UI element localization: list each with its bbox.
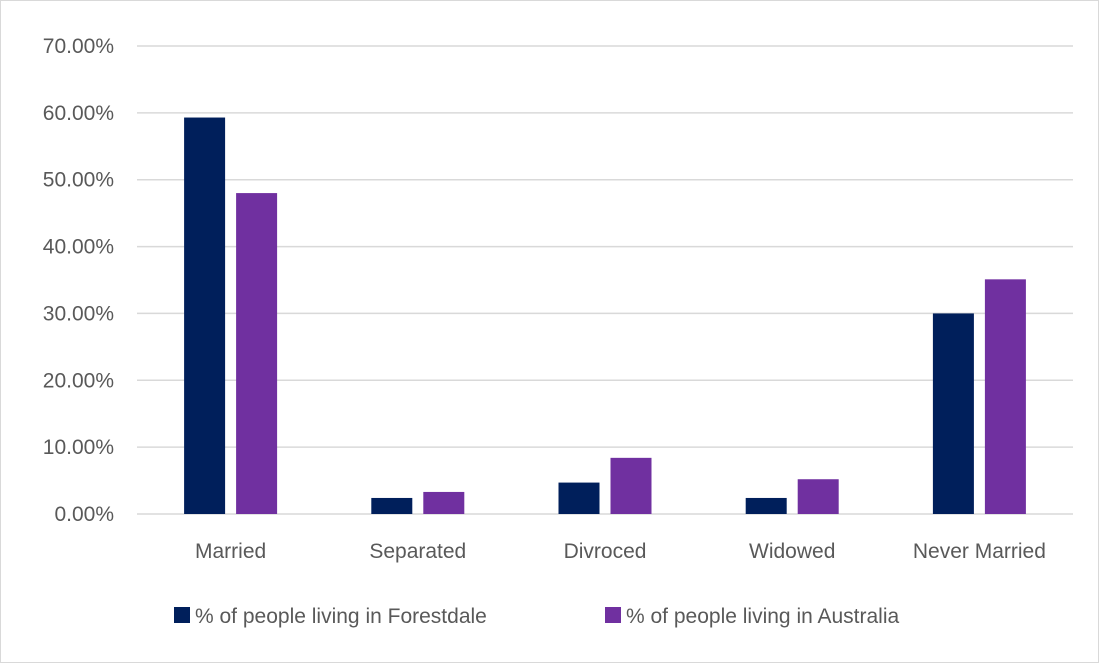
y-tick-label: 50.00%	[43, 169, 114, 192]
bar-separated-series-1	[371, 497, 413, 514]
bar-divroced-series-1	[558, 482, 600, 514]
y-tick-label: 20.00%	[43, 369, 114, 392]
y-tick-label: 40.00%	[43, 236, 114, 259]
y-axis-tick-labels: 0.00% 10.00% 20.00% 30.00% 40.00% 50.00% 60.00…	[43, 35, 114, 526]
bar-never-married-series-1	[932, 313, 974, 514]
bar-separated-series-2	[423, 491, 465, 514]
bar-divroced-series-2	[610, 457, 652, 514]
gridlines	[137, 45, 1073, 515]
bar-never-married-series-2	[984, 279, 1026, 514]
legend: % of people living in Forestdale % of peo…	[174, 605, 899, 628]
bars	[184, 117, 1026, 515]
y-tick-label: 10.00%	[43, 436, 114, 459]
bar-married-series-2	[236, 193, 278, 515]
y-tick-label: 60.00%	[43, 102, 114, 125]
legend-swatch	[605, 607, 621, 623]
legend-label: % of people living in Forestdale	[195, 605, 487, 628]
legend-swatch	[174, 607, 190, 623]
bar-widowed-series-1	[745, 497, 787, 514]
bar-married-series-1	[184, 117, 226, 514]
y-tick-label: 0.00%	[54, 503, 114, 526]
x-category-label: Separated	[369, 540, 466, 563]
legend-label: % of people living in Australia	[626, 605, 899, 628]
y-tick-label: 70.00%	[43, 35, 114, 58]
x-category-label: Divroced	[564, 540, 647, 563]
x-category-label: Widowed	[749, 540, 835, 563]
y-tick-label: 30.00%	[43, 302, 114, 325]
x-axis-category-labels: Married Separated Divroced Widowed Never Mar…	[195, 540, 1046, 563]
bar-widowed-series-2	[797, 479, 839, 514]
x-category-label: Never Married	[913, 540, 1046, 563]
x-category-label: Married	[195, 540, 266, 563]
